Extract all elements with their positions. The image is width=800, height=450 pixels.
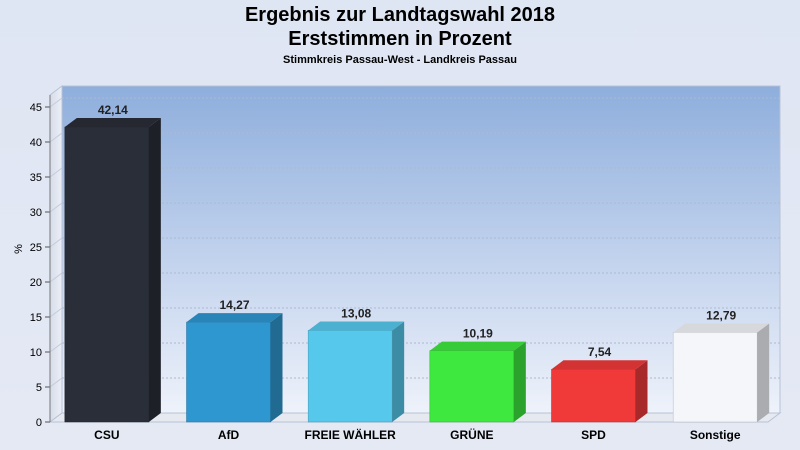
bar-front [186, 321, 271, 423]
bar [186, 313, 283, 423]
gridline-side [49, 237, 63, 248]
bar [64, 118, 161, 423]
bar-side [148, 118, 161, 423]
bar-side [270, 313, 283, 422]
y-tick-label: 10 [30, 347, 42, 359]
y-tick-label: 25 [30, 242, 42, 254]
bar-front [64, 126, 150, 423]
y-tick-label: 35 [30, 172, 42, 184]
bar [551, 360, 648, 423]
gridline-side [49, 307, 63, 318]
y-tick-label: 30 [30, 207, 42, 219]
gridline-side [49, 132, 63, 143]
gridline-side [49, 377, 63, 388]
y-axis-label: % [13, 244, 25, 254]
chart-title: Ergebnis zur Landtagswahl 2018 [244, 4, 556, 26]
bar [429, 341, 526, 423]
x-tick-label: FREIE WÄHLER [304, 427, 396, 442]
bar-front [551, 368, 636, 423]
bar-top [673, 323, 770, 333]
bar-side [392, 321, 405, 422]
bar-top [308, 321, 405, 331]
y-tick-label: 45 [30, 102, 42, 114]
bar-front [307, 330, 393, 423]
bar-top [551, 360, 648, 370]
chart-subsubtitle: Stimmkreis Passau-West - Landkreis Passa… [283, 54, 517, 66]
bar-front [672, 332, 758, 423]
gridline-side [49, 342, 63, 353]
bar-side [513, 341, 526, 422]
data-label: 7,54 [588, 345, 612, 359]
bar-top [429, 341, 526, 351]
data-label: 12,79 [706, 308, 736, 322]
bar-side [635, 360, 648, 422]
gridline-side [49, 202, 63, 213]
data-label: 13,08 [341, 306, 371, 320]
y-tick-label: 15 [30, 312, 42, 324]
data-label: 42,14 [98, 103, 128, 117]
gridline-side [49, 167, 63, 178]
bar-side [757, 323, 770, 422]
y-tick-label: 0 [36, 417, 42, 429]
y-tick-label: 20 [30, 277, 42, 289]
plot-back-wall [61, 85, 781, 414]
data-label: 14,27 [219, 298, 249, 312]
x-tick-label: SPD [581, 428, 606, 442]
x-tick-label: GRÜNE [450, 427, 493, 442]
bar [672, 323, 770, 423]
chart-subtitle: Erststimmen in Prozent [288, 28, 512, 50]
bar-top [64, 118, 161, 128]
gridline-side [49, 97, 63, 108]
y-tick-label: 40 [30, 137, 42, 149]
gridline-side [49, 272, 63, 283]
bar [307, 321, 405, 423]
plot-floor [48, 412, 782, 423]
plot-side-wall [49, 85, 63, 423]
x-tick-label: Sonstige [690, 428, 741, 442]
bar-front [429, 350, 515, 423]
x-tick-label: CSU [94, 428, 119, 442]
bar-top [186, 313, 283, 323]
y-tick-label: 5 [36, 382, 42, 394]
data-label: 10,19 [463, 327, 493, 341]
x-tick-label: AfD [218, 428, 240, 442]
